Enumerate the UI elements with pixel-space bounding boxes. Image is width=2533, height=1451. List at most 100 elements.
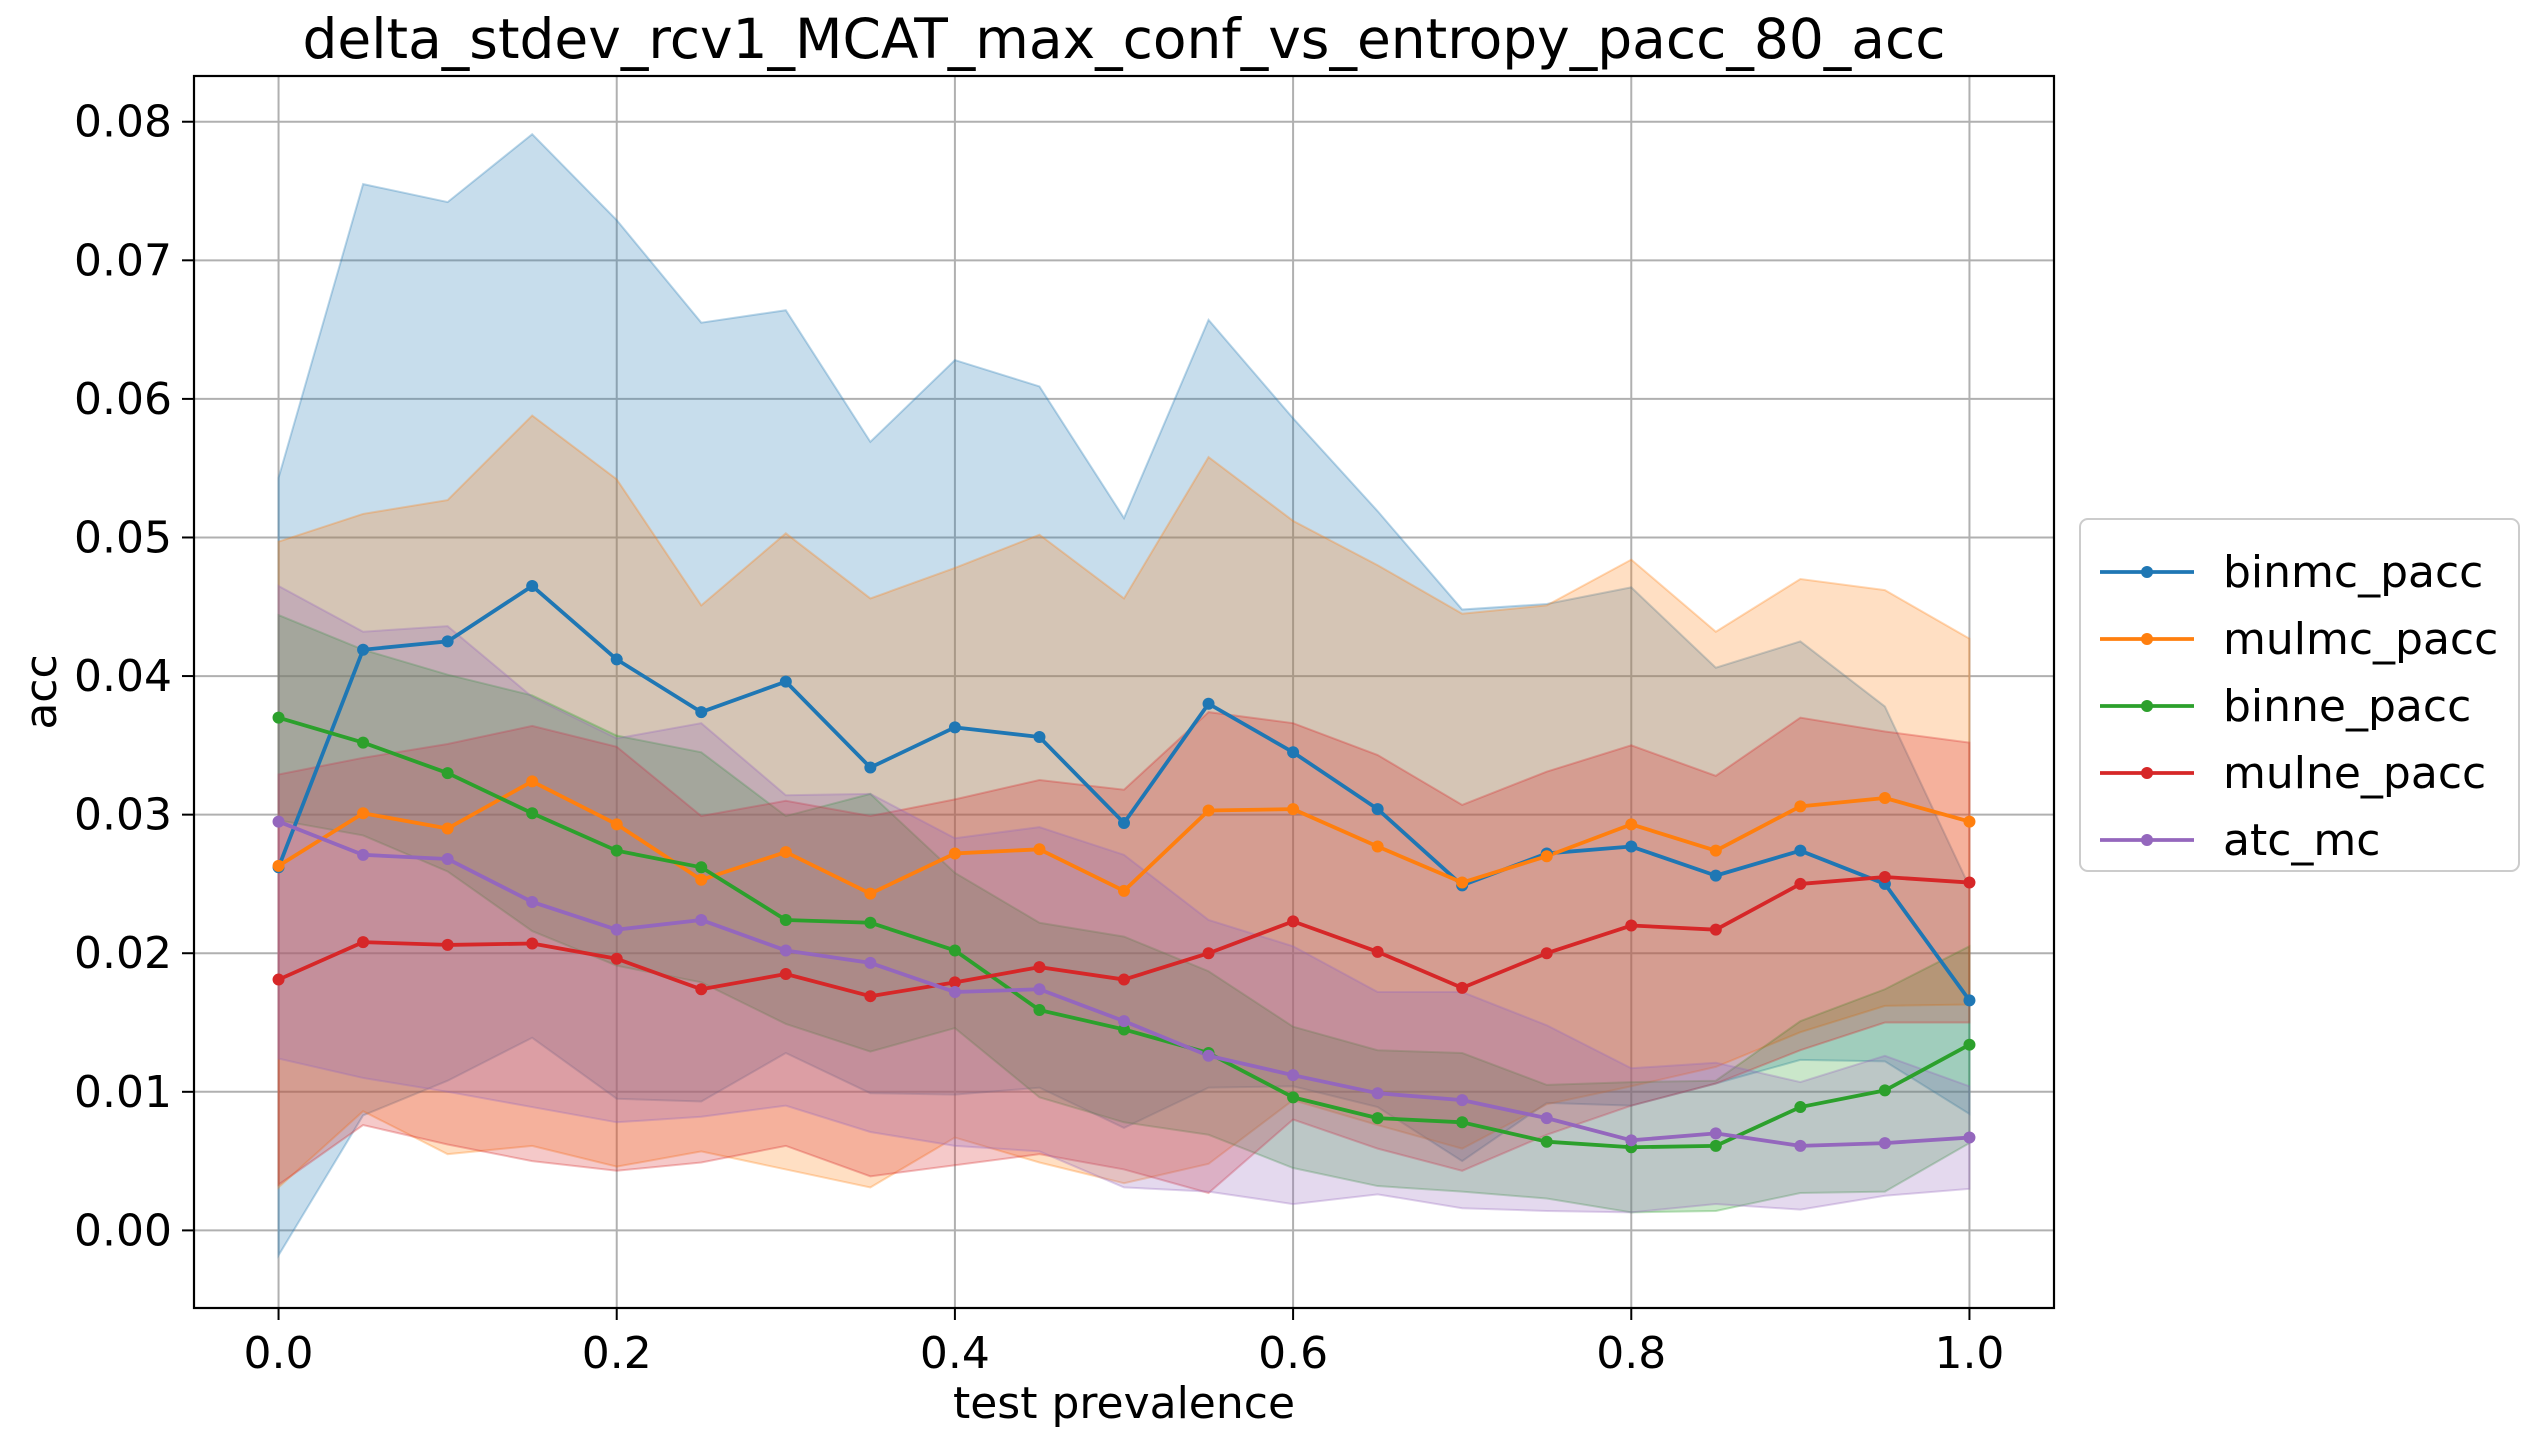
mulne_pacc-point bbox=[1202, 947, 1215, 960]
series-points bbox=[272, 579, 1976, 1154]
atc_mc-point bbox=[526, 895, 539, 908]
mulne_pacc-point bbox=[1456, 981, 1469, 994]
legend-label: binmc_pacc bbox=[2223, 547, 2483, 598]
atc_mc-point bbox=[1118, 1015, 1130, 1028]
binmc_pacc-point bbox=[610, 653, 623, 666]
atc_mc-point bbox=[779, 944, 792, 957]
mulne_pacc-point bbox=[1878, 871, 1891, 884]
binmc_pacc-point bbox=[441, 635, 454, 648]
binmc_pacc-point bbox=[1963, 994, 1976, 1007]
binmc_pacc-point bbox=[1371, 803, 1384, 816]
binmc_pacc-point bbox=[1794, 844, 1807, 857]
atc_mc-band bbox=[277, 584, 1971, 1214]
grid bbox=[194, 76, 2054, 1308]
binmc_pacc-band bbox=[277, 132, 1971, 1259]
x-tick-label: 0.4 bbox=[920, 1328, 990, 1379]
binne_pacc-point bbox=[1287, 1091, 1300, 1104]
atc_mc-point bbox=[610, 923, 623, 936]
mulne_pacc-point bbox=[948, 976, 961, 989]
y-tick-label: 0.06 bbox=[74, 374, 172, 425]
mulmc_pacc-point bbox=[526, 775, 539, 788]
mulne_pacc-point bbox=[1118, 973, 1130, 986]
legend-swatch-marker bbox=[2141, 700, 2153, 712]
atc_mc-point bbox=[1625, 1134, 1638, 1147]
y-tick-label: 0.02 bbox=[74, 928, 172, 979]
x-tick-label: 0.0 bbox=[244, 1328, 314, 1379]
plot-frame bbox=[192, 74, 2056, 1310]
mulne_pacc-point bbox=[441, 938, 454, 951]
mulmc_pacc-point bbox=[1963, 815, 1976, 828]
binmc_pacc-point bbox=[864, 761, 877, 774]
binne_pacc-point bbox=[272, 711, 285, 724]
mulmc_pacc-point bbox=[441, 822, 454, 835]
y-tick-label: 0.07 bbox=[74, 235, 172, 286]
binne_pacc-point bbox=[1456, 1116, 1469, 1129]
atc_mc-point bbox=[1963, 1131, 1976, 1144]
atc_mc-point bbox=[864, 956, 877, 969]
mulne_pacc-point bbox=[272, 973, 285, 986]
legend-item: binmc_pacc bbox=[2100, 547, 2483, 598]
mulmc_pacc-point bbox=[1456, 876, 1469, 889]
binne_pacc-point bbox=[1794, 1101, 1807, 1114]
binmc_pacc-point bbox=[357, 643, 370, 656]
y-tick-label: 0.03 bbox=[74, 790, 172, 841]
legend-item: mulmc_pacc bbox=[2100, 614, 2498, 665]
atc_mc-point bbox=[1456, 1094, 1469, 1107]
mulmc_pacc-point bbox=[1371, 840, 1384, 853]
mulne_pacc-band bbox=[277, 711, 1971, 1195]
binmc_pacc-point bbox=[1709, 869, 1722, 882]
mulmc_pacc-point bbox=[610, 818, 623, 831]
mulmc_pacc-point bbox=[948, 847, 961, 860]
mulne_pacc-point bbox=[1371, 945, 1384, 958]
binmc_pacc-point bbox=[948, 721, 961, 734]
atc_mc-point bbox=[1709, 1127, 1722, 1140]
legend-swatch-marker bbox=[2141, 767, 2153, 779]
mulmc_pacc-point bbox=[1794, 800, 1807, 813]
atc_mc-point bbox=[1202, 1049, 1215, 1062]
mulne_pacc-point bbox=[1287, 915, 1300, 928]
legend-label: mulne_pacc bbox=[2223, 748, 2486, 799]
mulne_pacc-point bbox=[779, 968, 792, 981]
binmc_pacc-point bbox=[1625, 840, 1638, 853]
binne_pacc-point bbox=[1033, 1004, 1046, 1017]
mulne_pacc-point bbox=[1033, 961, 1046, 974]
legend-item: binne_pacc bbox=[2100, 681, 2471, 732]
mulne_pacc-point bbox=[357, 936, 370, 949]
binne_pacc-point bbox=[441, 767, 454, 780]
legend-label: binne_pacc bbox=[2223, 681, 2471, 732]
legend-label: atc_mc bbox=[2223, 815, 2380, 866]
binne_pacc-point bbox=[779, 913, 792, 926]
mulne_pacc-point bbox=[610, 952, 623, 965]
legend-label: mulmc_pacc bbox=[2223, 614, 2498, 665]
mulne_pacc-point bbox=[1540, 947, 1553, 960]
mulmc_pacc-point bbox=[1033, 843, 1046, 856]
mulne_pacc-point bbox=[1625, 919, 1638, 932]
binne_pacc-point bbox=[1709, 1139, 1722, 1152]
binne_pacc-point bbox=[948, 944, 961, 957]
binne_pacc-point bbox=[1540, 1135, 1553, 1148]
binmc_pacc-point bbox=[695, 706, 708, 719]
mulmc_pacc-point bbox=[1118, 884, 1130, 897]
x-tick-label: 0.2 bbox=[582, 1328, 652, 1379]
mulne_pacc-point bbox=[695, 983, 708, 996]
y-tick-label: 0.05 bbox=[74, 512, 172, 563]
mulne_pacc-point bbox=[1963, 876, 1976, 889]
binne_pacc-point bbox=[1118, 1023, 1130, 1036]
mulmc_pacc-point bbox=[1625, 818, 1638, 831]
x-tick-label: 0.8 bbox=[1596, 1328, 1666, 1379]
legend: binmc_pacc mulmc_pacc binne_pacc mulne_pacc… bbox=[2079, 518, 2520, 872]
mulmc_pacc-point bbox=[1287, 803, 1300, 816]
atc_mc-point bbox=[1794, 1139, 1807, 1152]
mulmc_pacc-point bbox=[864, 887, 877, 900]
atc_mc-point bbox=[1287, 1069, 1300, 1082]
x-axis-label: test prevalence bbox=[953, 1378, 1295, 1429]
binmc_pacc-point bbox=[1202, 697, 1215, 710]
mulne_pacc-point bbox=[1709, 923, 1722, 936]
atc_mc-point bbox=[272, 815, 285, 828]
atc_mc-point bbox=[1540, 1112, 1553, 1125]
atc_mc-point bbox=[357, 848, 370, 861]
atc_mc-point bbox=[695, 913, 708, 926]
binmc_pacc-point bbox=[1118, 816, 1130, 829]
binne_pacc-point bbox=[526, 807, 539, 820]
